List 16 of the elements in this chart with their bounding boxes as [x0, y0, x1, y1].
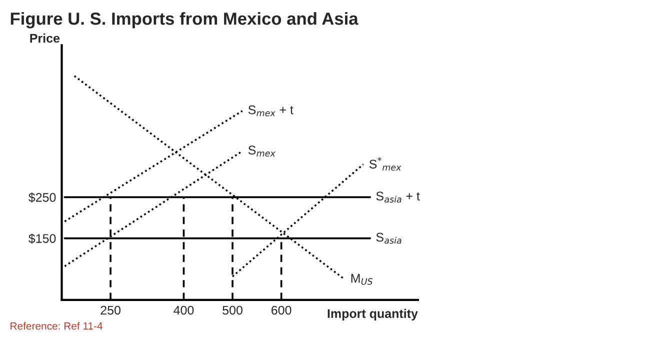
x-tick-label: 400: [174, 306, 194, 315]
y-tick-label: $250: [28, 192, 56, 203]
series-label: S$_{asia}$: [376, 232, 402, 244]
x-axis-title: Import quantity: [328, 308, 418, 320]
series-label: S$_{mex}$ + t: [248, 105, 294, 116]
y-tick-label: $150: [28, 234, 56, 244]
x-tick-label: 250: [100, 306, 120, 315]
series-label: S$^{*}$$_{mex}$: [369, 157, 402, 171]
x-tick-label: 500: [222, 306, 242, 315]
series-label: S$_{asia}$ + t: [376, 192, 420, 203]
chart-title: Figure U. S. Imports from Mexico and Asia: [10, 12, 358, 28]
x-tick-label: 600: [272, 306, 292, 315]
series-label: S$_{mex}$: [248, 146, 276, 157]
text: Reference: Ref 11-4: [10, 322, 102, 330]
series-label: M$_{US}$: [351, 274, 373, 285]
y-axis-title: Price: [30, 34, 60, 43]
